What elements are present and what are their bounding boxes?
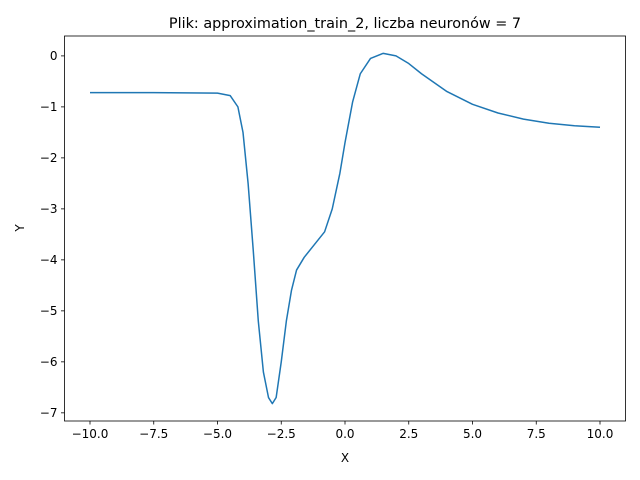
- y-tick-label: 0: [50, 49, 58, 63]
- x-tick-label: −5.0: [203, 427, 232, 441]
- x-tick-label: 10.0: [587, 427, 614, 441]
- x-tick-label: −10.0: [72, 427, 109, 441]
- chart-title: Plik: approximation_train_2, liczba neur…: [169, 16, 521, 32]
- y-tick-label: −6: [40, 355, 58, 369]
- x-tick-label: 2.5: [399, 427, 418, 441]
- y-tick-label: −4: [40, 253, 58, 267]
- y-tick-label: −2: [40, 151, 58, 165]
- x-tick-label: 7.5: [527, 427, 546, 441]
- x-tick-label: 5.0: [463, 427, 482, 441]
- y-axis-label: Y: [13, 224, 27, 233]
- data-line: [90, 52, 601, 405]
- y-tick-label: −1: [40, 100, 58, 114]
- y-tick-label: −5: [40, 304, 58, 318]
- y-tick-label: −3: [40, 202, 58, 216]
- axes-frame: [64, 35, 626, 422]
- x-tick-label: 0.0: [335, 427, 354, 441]
- y-tick-label: −7: [40, 406, 58, 420]
- x-axis-label: X: [341, 451, 349, 465]
- x-tick-label: −2.5: [267, 427, 296, 441]
- x-tick-label: −7.5: [139, 427, 168, 441]
